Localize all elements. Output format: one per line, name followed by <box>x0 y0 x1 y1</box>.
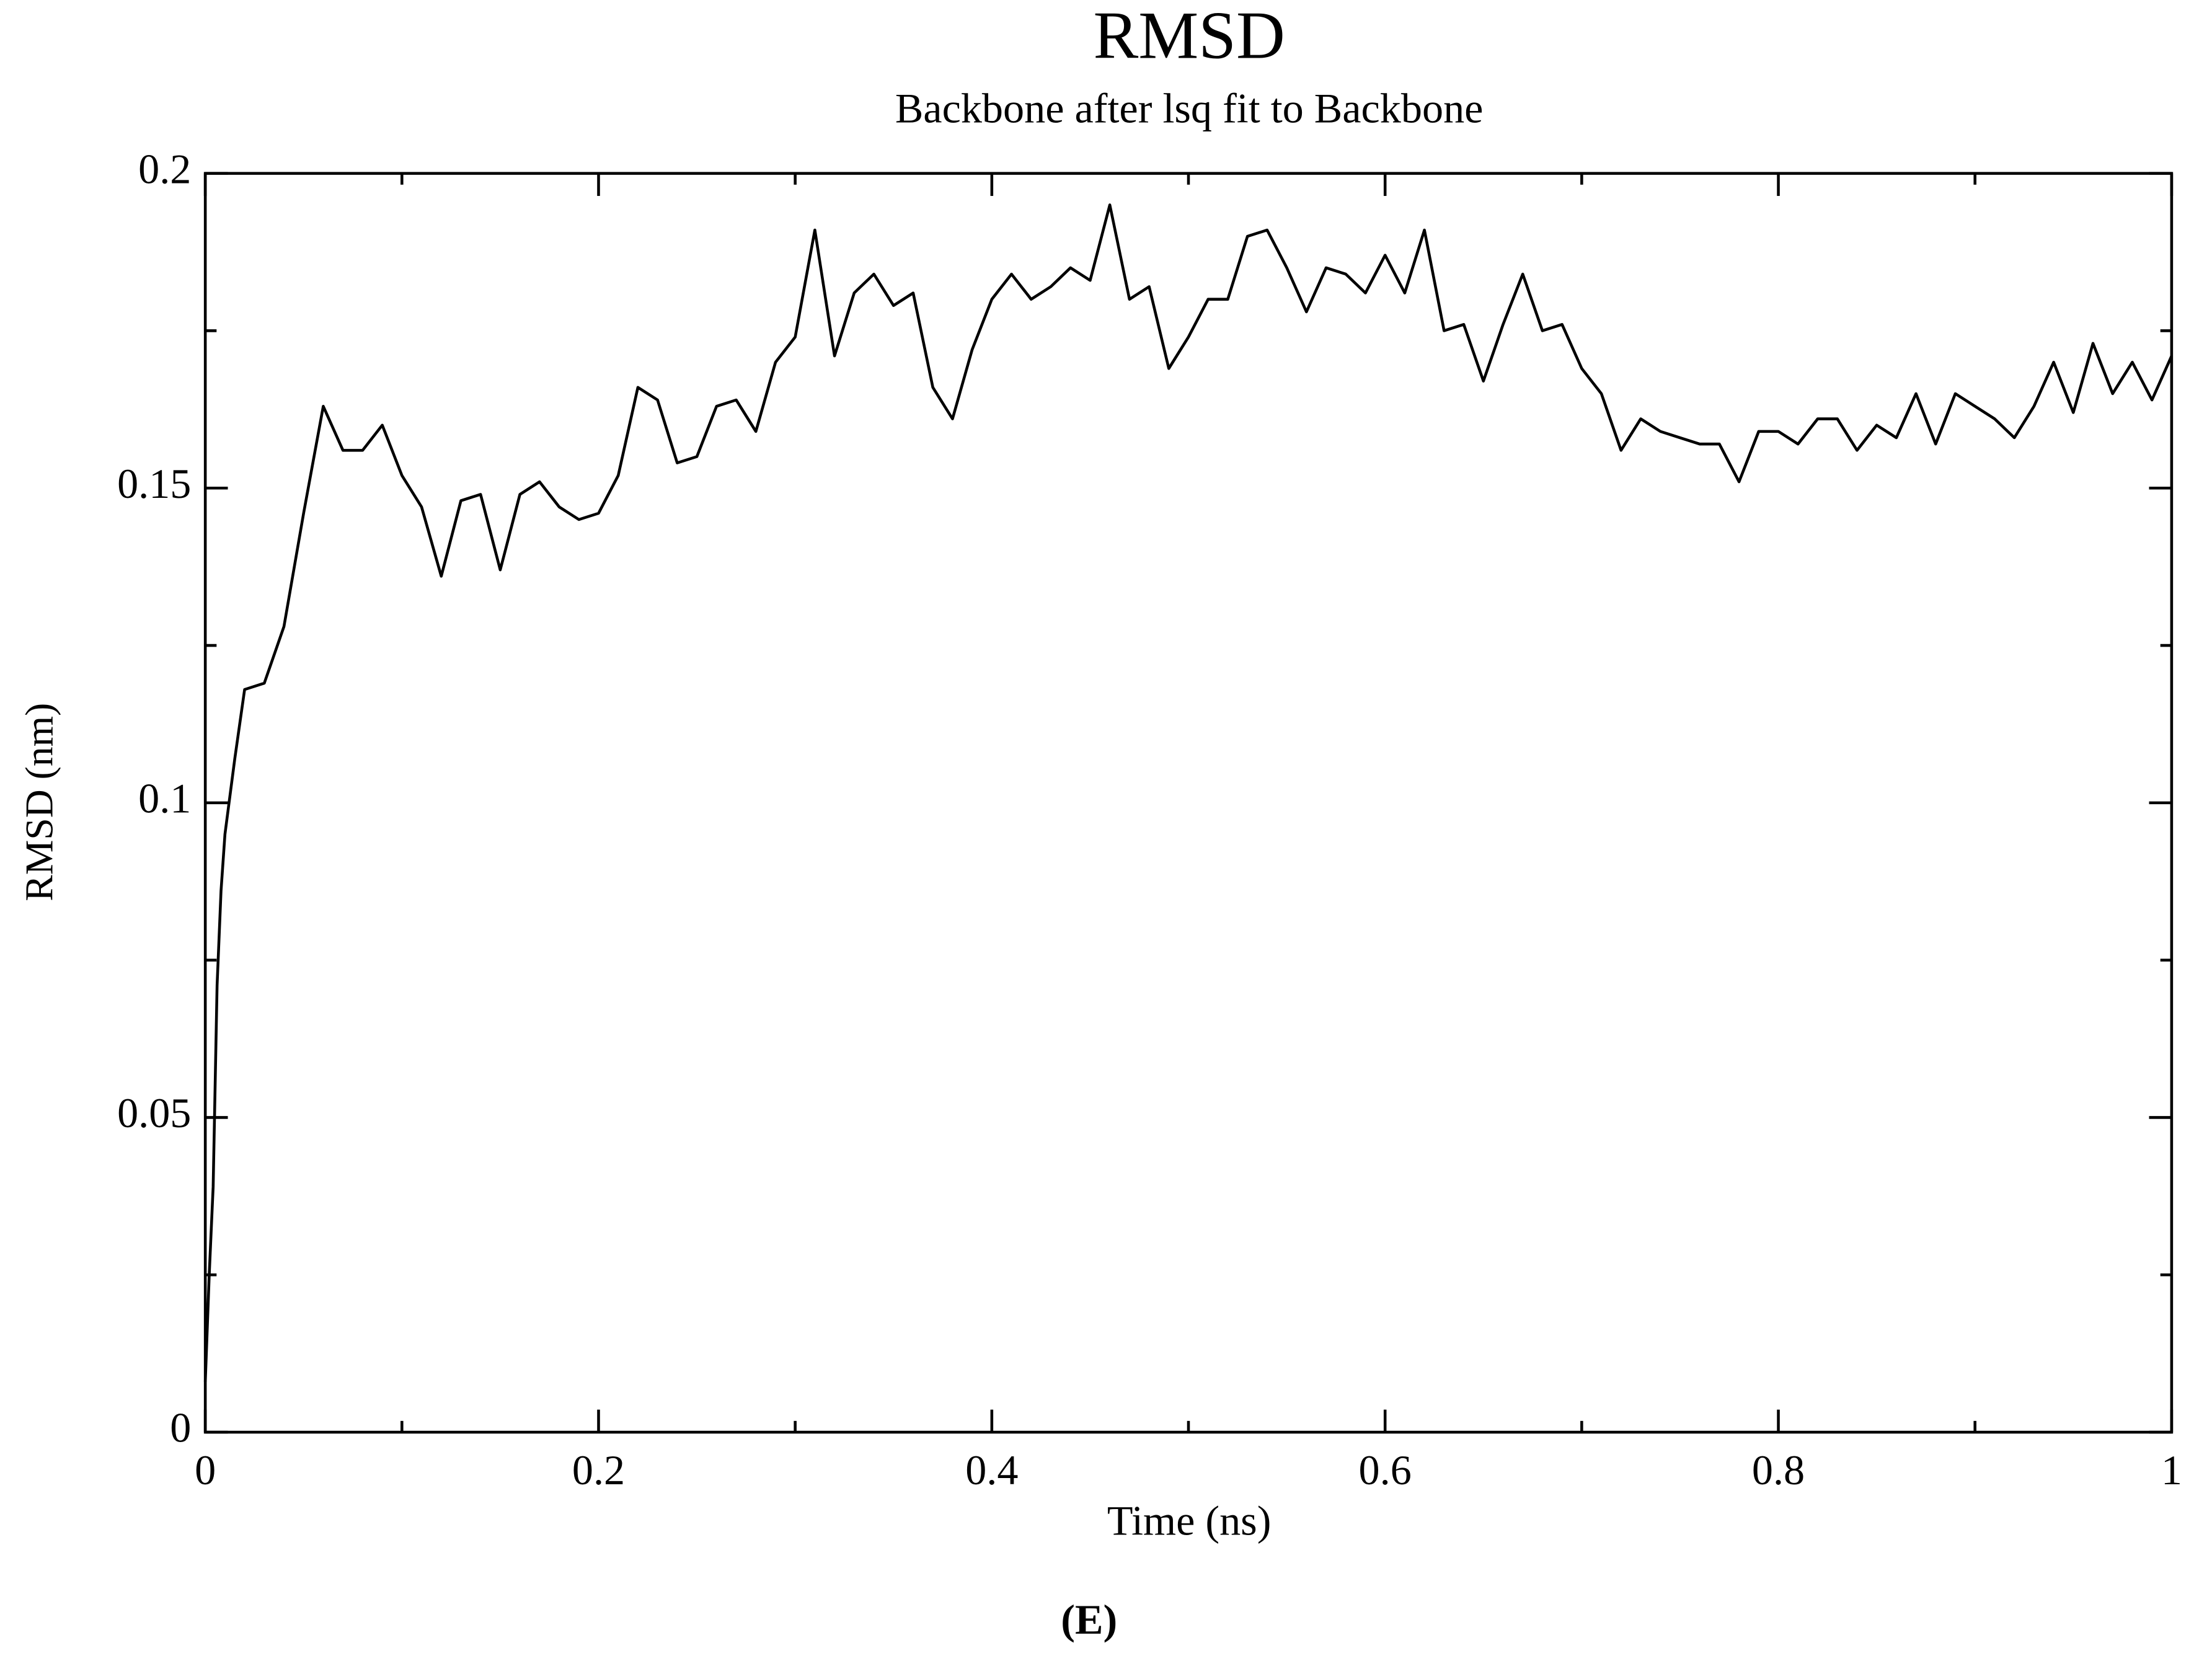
y-tick-label: 0 <box>170 1404 191 1451</box>
x-tick-label: 0.8 <box>1752 1446 1805 1494</box>
y-tick-label: 0.15 <box>117 460 191 507</box>
x-axis-label: Time (ns) <box>1107 1497 1272 1544</box>
y-tick-label: 0.05 <box>117 1089 191 1136</box>
x-tick-label: 0.6 <box>1359 1446 1412 1494</box>
data-line <box>203 203 2173 1382</box>
chart-title: RMSD <box>1093 0 1285 73</box>
x-tick-label: 0 <box>195 1446 216 1494</box>
x-tick-label: 0.2 <box>572 1446 625 1494</box>
x-tick-label: 1 <box>2161 1446 2182 1494</box>
chart-subtitle: Backbone after lsq fit to Backbone <box>895 85 1484 132</box>
caption: (E) <box>1061 1596 1117 1643</box>
y-tick-label: 0.1 <box>138 774 191 821</box>
y-axis-label: RMSD (nm) <box>17 703 61 901</box>
y-tick-label: 0.2 <box>138 145 191 192</box>
x-tick-label: 0.4 <box>965 1446 1018 1494</box>
